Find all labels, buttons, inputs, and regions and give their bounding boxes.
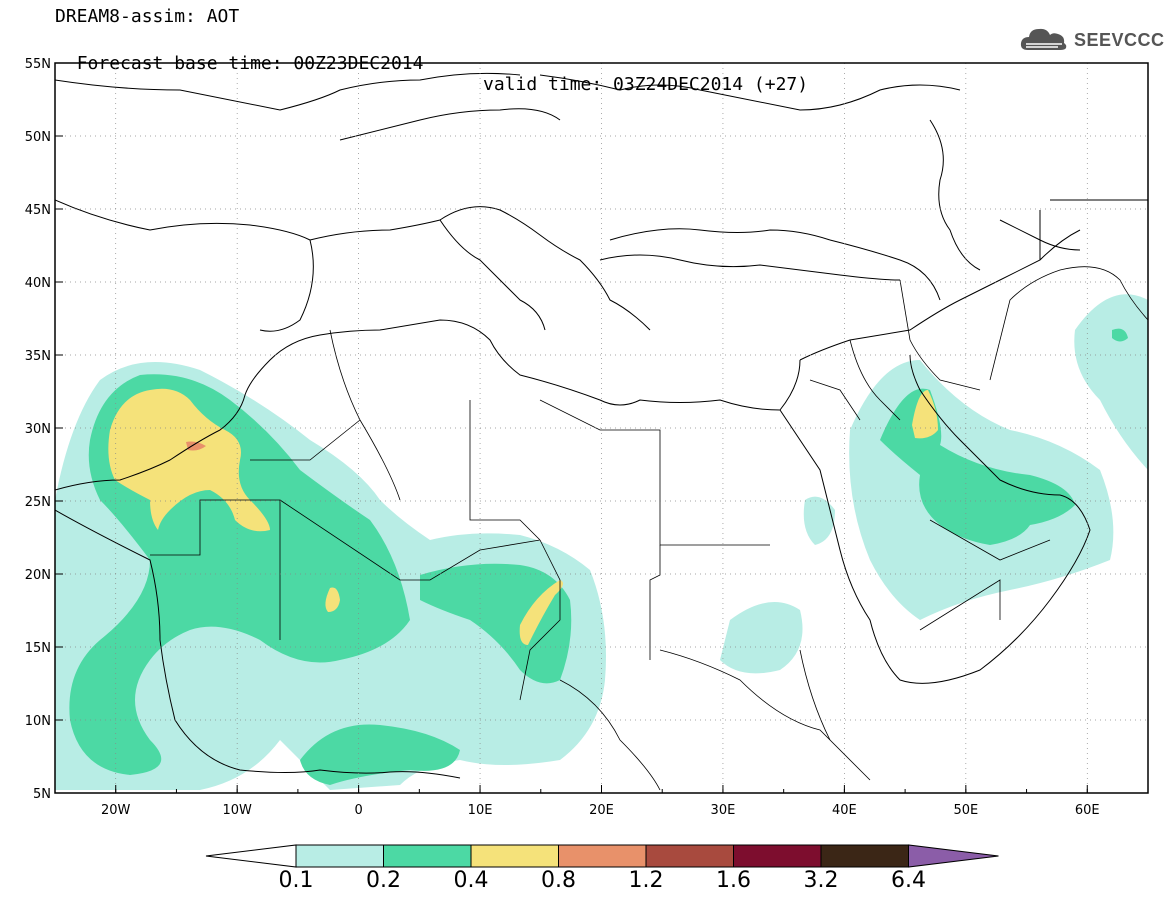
colorbar-label: 3.2	[803, 868, 839, 893]
graticule	[55, 63, 1148, 793]
colorbar-label: 0.1	[278, 868, 314, 893]
lon-label: 10E	[468, 803, 493, 818]
lat-labels: 55N 50N 45N 40N 35N 30N 25N 20N 15N 10N 5N	[25, 57, 51, 802]
valid-time: valid time: 03Z24DEC2014 (+27)	[483, 74, 809, 95]
colorbar-label: 1.2	[628, 868, 664, 893]
lat-label: 10N	[25, 714, 51, 729]
colorbar-box	[645, 844, 734, 868]
logo-text: SEEVCCC	[1074, 30, 1165, 50]
aot-band-0.2-ne	[1112, 328, 1128, 342]
lon-labels: 20W 10W 0 10E 20E 30E 40E 50E 60E	[101, 803, 1100, 818]
aot-band-0.2-south	[300, 724, 460, 785]
lat-label: 40N	[25, 276, 51, 291]
lat-label: 30N	[25, 422, 51, 437]
lat-label: 25N	[25, 495, 51, 510]
borders	[150, 266, 1148, 791]
colorbar-box	[733, 844, 822, 868]
lat-label: 50N	[25, 130, 51, 145]
colorbar-box	[820, 844, 909, 868]
aot-fields	[55, 294, 1148, 790]
lat-label: 35N	[25, 349, 51, 364]
colorbar-label: 0.4	[453, 868, 489, 893]
colorbar-box	[383, 844, 472, 868]
colorbar-box	[295, 844, 384, 868]
lon-label: 10W	[222, 803, 252, 818]
lon-label: 30E	[711, 803, 736, 818]
lat-label: 5N	[33, 787, 51, 802]
colorbar-label: 6.4	[891, 868, 926, 893]
aot-band-0.2-sahel	[420, 563, 572, 684]
aot-band-0.1-mid	[803, 496, 835, 545]
axis-ticks	[54, 62, 1149, 794]
colorbar	[205, 844, 999, 868]
lat-label: 20N	[25, 568, 51, 583]
map-title: DREAM8-assim: AOT	[55, 6, 240, 27]
lon-label: 0	[354, 803, 362, 818]
colorbar-box	[470, 844, 559, 868]
cloud-icon	[1020, 28, 1067, 50]
lat-label: 45N	[25, 203, 51, 218]
aot-band-0.1-red-sea	[720, 602, 803, 674]
lon-label: 20E	[589, 803, 614, 818]
lon-label: 20W	[101, 803, 131, 818]
aot-band-0.8	[186, 441, 206, 451]
seevccc-logo: SEEVCCC	[1018, 24, 1164, 58]
colorbar-low-arrow	[205, 844, 297, 868]
colorbar-label: 0.8	[541, 868, 576, 893]
lat-label: 55N	[25, 57, 51, 72]
aot-band-0.4-chad	[519, 580, 564, 645]
colorbar-high-arrow	[908, 844, 999, 868]
colorbar-label: 1.6	[716, 868, 751, 893]
aot-band-0.4-mali	[325, 587, 340, 612]
lat-label: 15N	[25, 641, 51, 656]
aot-band-0.4	[108, 388, 270, 532]
colorbar-label: 0.2	[366, 868, 401, 893]
lon-label: 60E	[1075, 803, 1100, 818]
aot-band-0.1-ne	[1074, 294, 1148, 470]
aot-band-0.4-iraq	[912, 390, 938, 439]
colorbar-box	[558, 844, 647, 868]
lon-label: 50E	[953, 803, 978, 818]
coastlines	[55, 72, 1148, 779]
lon-label: 40E	[832, 803, 857, 818]
